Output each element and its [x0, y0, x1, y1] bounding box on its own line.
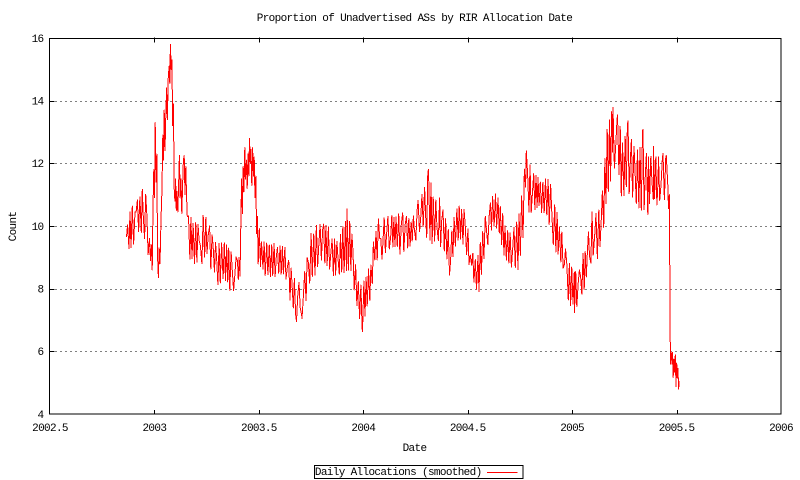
svg-text:6: 6 [38, 347, 44, 359]
svg-text:Daily Allocations (smoothed): Daily Allocations (smoothed) [315, 467, 482, 479]
svg-text:2002.5: 2002.5 [32, 423, 68, 435]
svg-text:16: 16 [32, 34, 44, 46]
svg-text:Date: Date [403, 443, 427, 455]
svg-text:2005.5: 2005.5 [659, 423, 695, 435]
svg-text:4: 4 [38, 410, 45, 422]
svg-text:10: 10 [32, 222, 44, 234]
svg-text:14: 14 [32, 97, 45, 109]
svg-text:2004: 2004 [351, 423, 376, 435]
svg-text:12: 12 [32, 159, 44, 171]
svg-text:Proportion of Unadvertised ASs: Proportion of Unadvertised ASs by RIR Al… [257, 13, 572, 25]
svg-text:8: 8 [38, 285, 44, 297]
svg-text:2004.5: 2004.5 [450, 423, 486, 435]
svg-text:Count: Count [8, 212, 20, 242]
svg-text:2003.5: 2003.5 [241, 423, 277, 435]
svg-text:2005: 2005 [560, 423, 584, 435]
svg-text:2006: 2006 [769, 423, 793, 435]
svg-text:2003: 2003 [142, 423, 166, 435]
